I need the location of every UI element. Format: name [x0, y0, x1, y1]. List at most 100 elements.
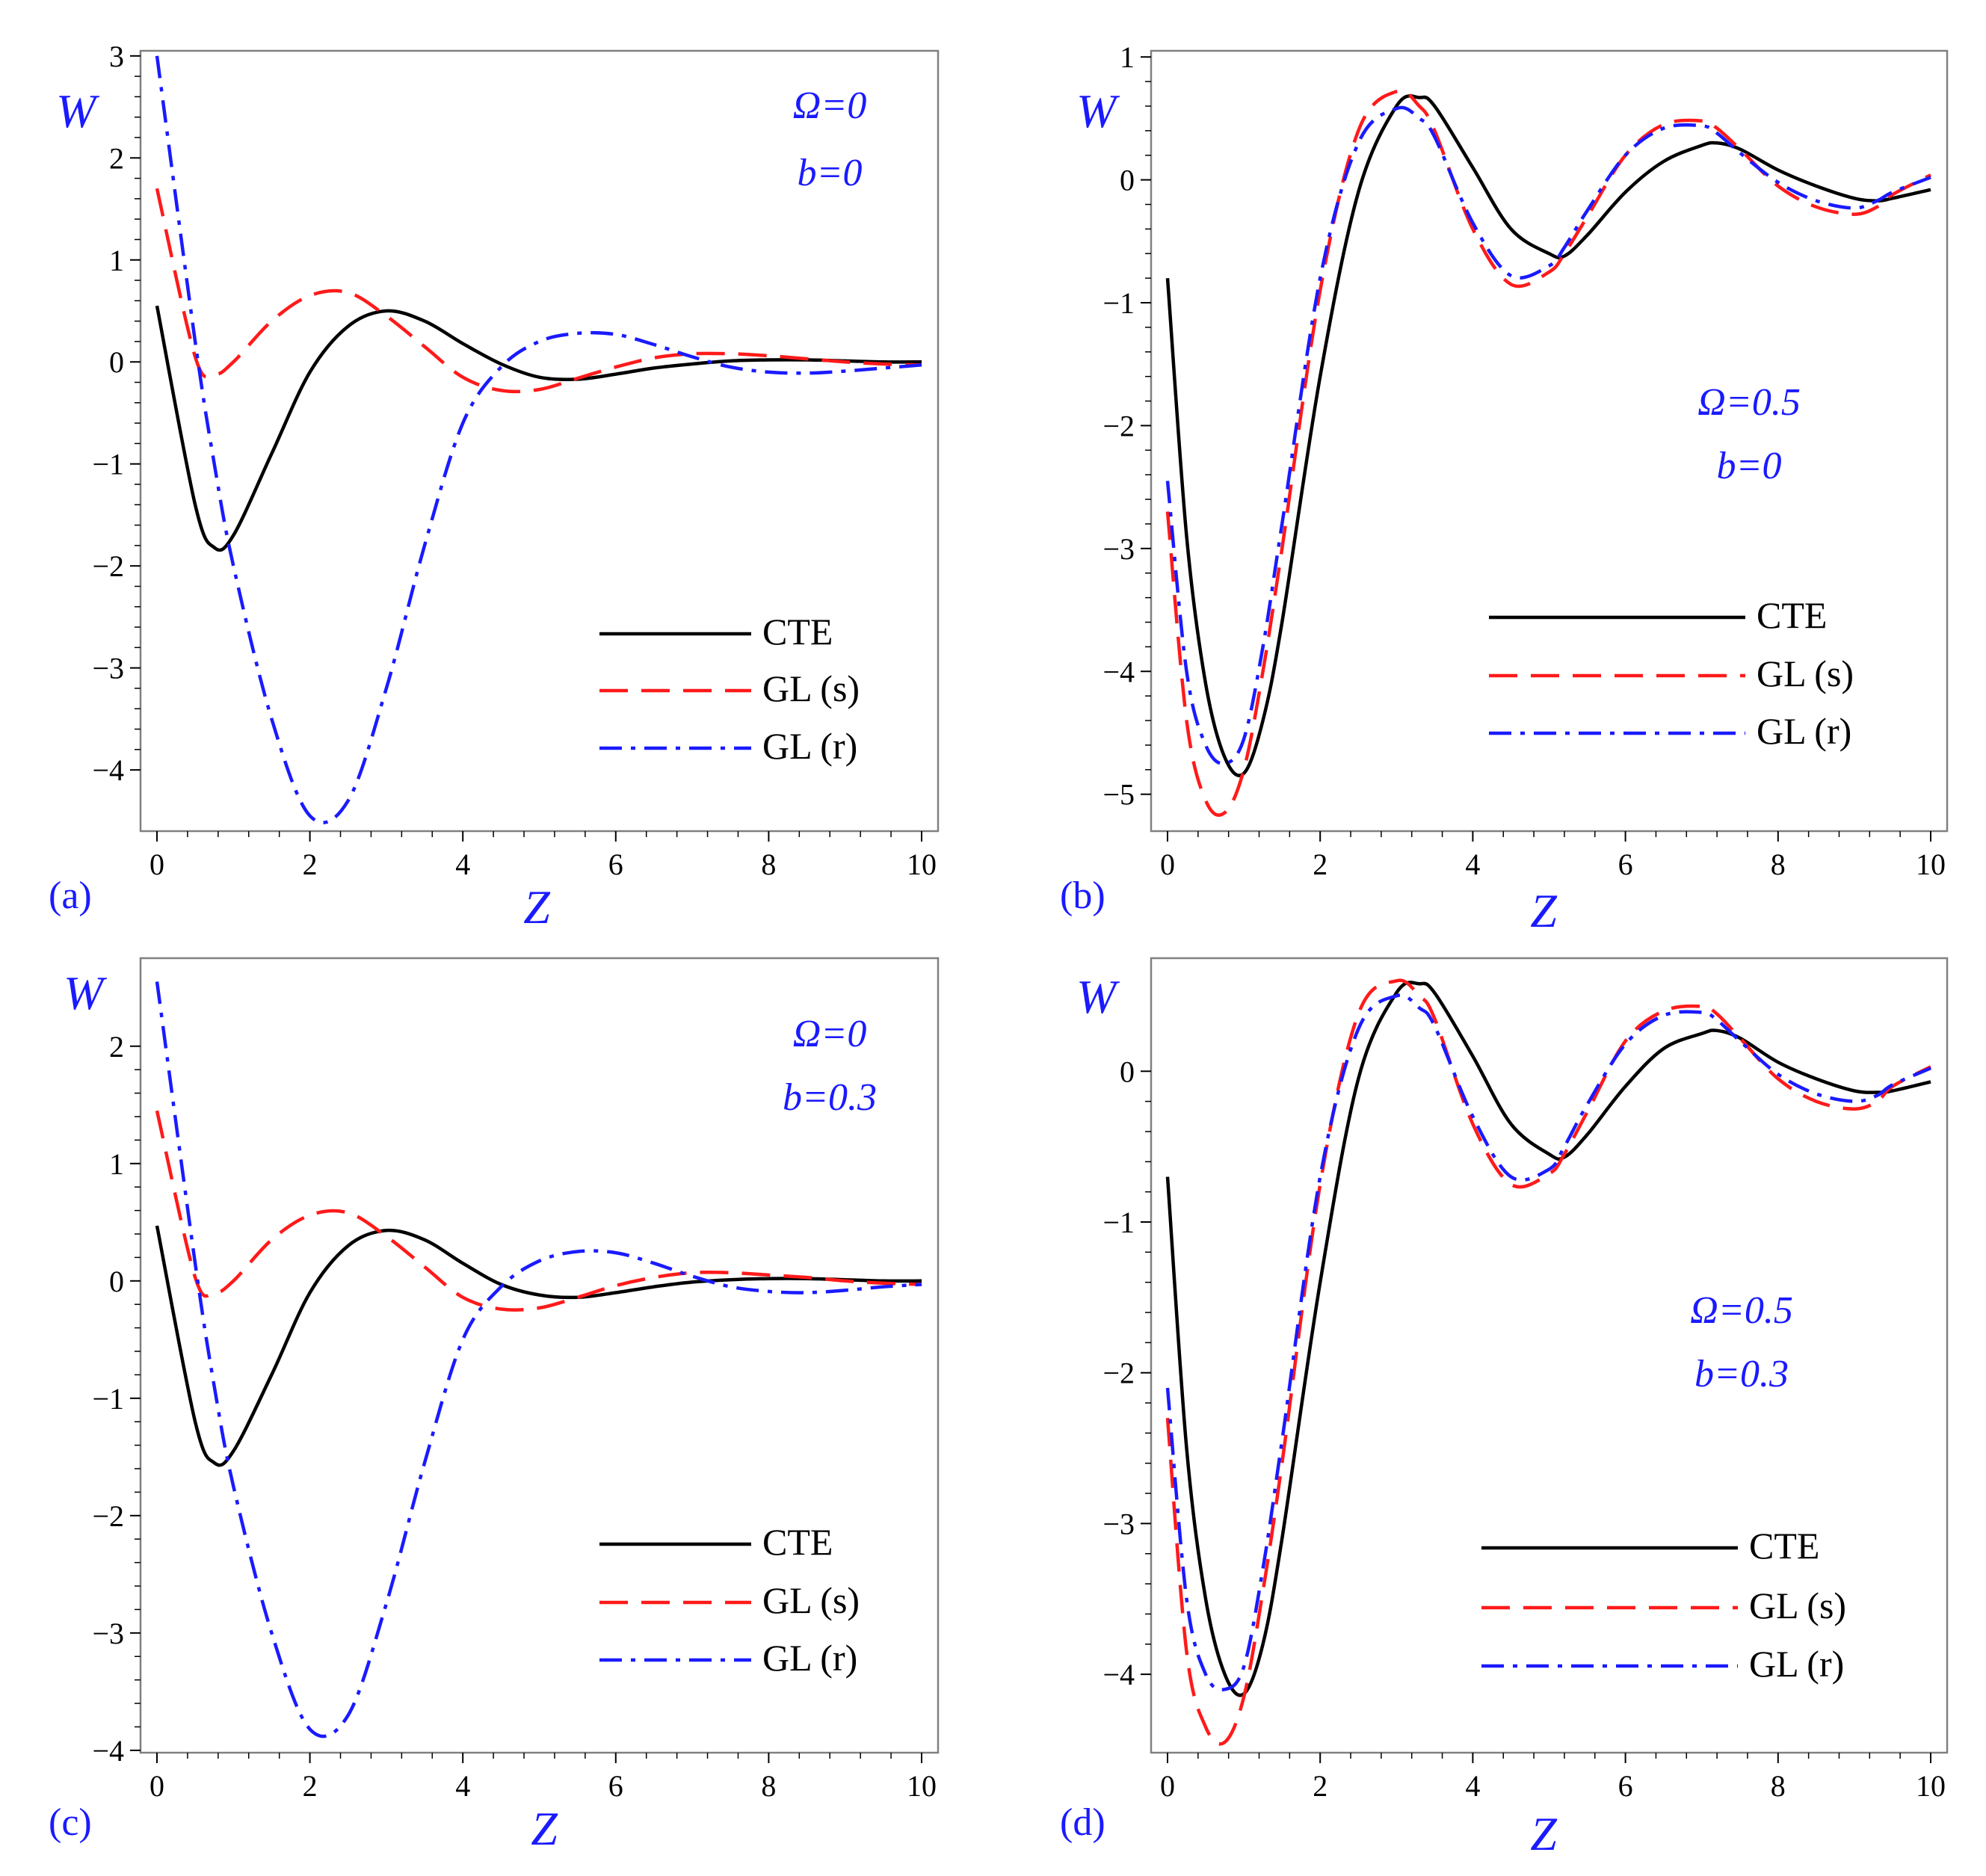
x-tick-label: 2: [303, 1769, 318, 1803]
x-axis-label: Z: [531, 1802, 558, 1855]
parameter-label: Ω=0.5: [1690, 1289, 1793, 1332]
y-tick-label: −2: [1103, 409, 1135, 442]
legend-label: GL (s): [1749, 1585, 1846, 1626]
y-tick-label: −1: [1103, 1206, 1135, 1239]
x-tick-label: 6: [1618, 1769, 1633, 1803]
x-tick-label: 4: [455, 848, 470, 881]
parameter-label: Ω=0: [793, 1013, 867, 1055]
x-tick-label: 0: [1160, 1769, 1175, 1803]
y-tick-label: −4: [1103, 655, 1135, 688]
x-tick-label: 0: [149, 848, 164, 881]
x-tick-label: 8: [1771, 848, 1786, 881]
series-line-gl-r: [1165, 105, 1931, 766]
parameter-label: b=0: [797, 152, 862, 194]
x-tick-label: 4: [1465, 848, 1480, 881]
series-line-cte: [155, 305, 922, 552]
y-tick-label: 1: [109, 1147, 124, 1181]
legend-label: CTE: [762, 611, 833, 652]
legend-label: CTE: [762, 1521, 833, 1563]
y-tick-label: 1: [1120, 40, 1135, 74]
y-tick-label: −3: [1103, 1507, 1135, 1540]
x-tick-label: 10: [907, 848, 937, 881]
y-tick-label: 2: [109, 1030, 124, 1064]
x-tick-label: 8: [1771, 1769, 1786, 1803]
y-axis-label: W: [1076, 84, 1120, 138]
series-line-gl-r: [155, 55, 922, 824]
parameter-label: b=0.3: [783, 1076, 877, 1119]
y-tick-label: 0: [1120, 164, 1135, 197]
legend-label: CTE: [1749, 1525, 1819, 1567]
parameter-label: b=0: [1716, 445, 1781, 487]
plot-frame: [139, 957, 940, 1754]
y-tick-label: −4: [92, 1734, 124, 1768]
y-tick-label: 3: [109, 40, 124, 73]
series-line-cte: [1165, 981, 1931, 1697]
series-line-gl-s: [155, 1110, 922, 1312]
y-tick-label: 0: [109, 345, 124, 379]
x-axis-label: Z: [1530, 884, 1558, 937]
y-tick-label: 0: [1120, 1055, 1135, 1088]
x-tick-label: 10: [1916, 848, 1946, 881]
plot-frame: [1150, 49, 1949, 833]
x-tick-label: 8: [761, 848, 776, 881]
x-tick-label: 4: [1465, 1769, 1480, 1803]
x-tick-label: 6: [608, 848, 623, 881]
panel-label: (b): [1060, 874, 1105, 917]
y-tick-label: −2: [92, 549, 124, 583]
y-tick-label: 1: [109, 244, 124, 277]
series-line-gl-r: [1165, 993, 1931, 1691]
chart-panel-d: 0 2 4 6 8 10 −4 −3 −2 −1 0 CTE GL (s) GL (r) Ω=0.5 b=0.…: [1060, 957, 1949, 1860]
y-tick-label: −1: [92, 448, 124, 481]
series-line-cte: [1165, 94, 1931, 777]
y-tick-label: 2: [109, 141, 124, 175]
x-axis-label: Z: [1530, 1807, 1558, 1860]
x-axis-label: Z: [523, 880, 551, 934]
y-tick-label: 0: [109, 1265, 124, 1298]
legend-label: CTE: [1757, 594, 1827, 636]
chart-panel-b: 0 2 4 6 8 10 −5 −4 −3 −2 −1 0 1 CTE GL (s) GL (r) Ω=0.5 b…: [1060, 40, 1949, 937]
series-line-cte: [155, 1225, 922, 1467]
panel-label: (a): [49, 874, 92, 917]
y-tick-label: −2: [1103, 1357, 1135, 1390]
y-tick-label: −3: [92, 652, 124, 685]
legend-label: GL (s): [762, 667, 860, 709]
x-tick-label: 10: [1916, 1769, 1946, 1803]
series-line-gl-s: [1165, 978, 1932, 1746]
legend-label: GL (s): [1757, 652, 1854, 694]
x-tick-label: 4: [455, 1769, 470, 1803]
x-tick-label: 6: [1618, 848, 1633, 881]
y-tick-label: −2: [92, 1499, 124, 1533]
y-tick-label: −5: [1103, 778, 1135, 812]
parameter-label: Ω=0: [793, 84, 867, 127]
x-tick-label: 8: [761, 1769, 776, 1803]
x-tick-label: 2: [1313, 1769, 1327, 1803]
y-tick-label: −3: [1103, 532, 1135, 566]
x-tick-label: 0: [149, 1769, 164, 1803]
chart-panel-c: 0 2 4 6 8 10 −4 −3 −2 −1 0 1 2 CTE GL (s) GL (r) Ω=0 b=0.…: [49, 957, 940, 1855]
parameter-label: b=0.3: [1694, 1353, 1789, 1395]
series-line-gl-s: [155, 188, 922, 394]
plot-frame: [139, 49, 940, 833]
x-tick-label: 2: [303, 848, 318, 881]
y-tick-label: −1: [1103, 286, 1135, 320]
plot-frame: [1150, 957, 1949, 1754]
y-axis-label: W: [64, 966, 108, 1019]
legend-label: GL (r): [1749, 1643, 1844, 1685]
y-tick-label: −1: [92, 1382, 124, 1416]
legend-label: GL (r): [762, 1637, 857, 1679]
legend-label: GL (s): [762, 1579, 860, 1621]
y-tick-label: −4: [1103, 1658, 1135, 1691]
legend-label: GL (r): [762, 725, 857, 767]
y-axis-label: W: [1076, 970, 1120, 1023]
chart-panel-a: 0 2 4 6 8 10 −4 −3 −2 −1 0 1 2 3 CTE GL (s) GL (r) Ω=0 b=0…: [49, 40, 940, 934]
series-line-gl-r: [155, 981, 922, 1738]
y-axis-label: W: [56, 84, 100, 138]
y-tick-label: −3: [92, 1617, 124, 1650]
panel-label: (c): [49, 1801, 92, 1844]
panel-label: (d): [1060, 1801, 1105, 1844]
parameter-label: Ω=0.5: [1697, 381, 1801, 424]
legend-label: GL (r): [1757, 710, 1851, 752]
x-tick-label: 2: [1313, 848, 1327, 881]
x-tick-label: 6: [608, 1769, 623, 1803]
x-tick-label: 10: [907, 1769, 937, 1803]
